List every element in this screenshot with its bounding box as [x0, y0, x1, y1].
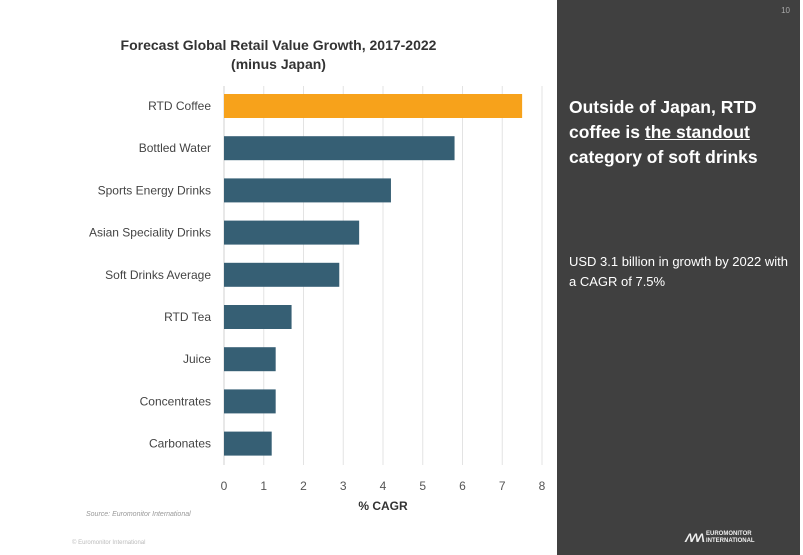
x-tick-label: 4	[380, 479, 387, 493]
bar	[224, 262, 340, 287]
headline-text: Outside of Japan, RTD coffee is	[569, 97, 757, 142]
source-note: Source: Euromonitor International	[86, 511, 191, 518]
category-label: Sports Energy Drinks	[98, 183, 211, 197]
category-label: Soft Drinks Average	[105, 268, 211, 282]
x-tick-label: 5	[419, 479, 426, 493]
category-label: Concentrates	[140, 394, 211, 408]
x-tick-label: 3	[340, 479, 347, 493]
logo-line2: INTERNATIONAL	[706, 538, 755, 544]
bar	[224, 220, 360, 245]
x-tick-label: 6	[459, 479, 466, 493]
logo-line1: EUROMONITOR	[706, 531, 752, 537]
headline-emphasis: the standout	[644, 122, 750, 142]
panel-body: USD 3.1 billion in growth by 2022 with a…	[569, 254, 788, 289]
headline-text-end: category of soft drinks	[569, 147, 758, 167]
x-tick-label: 1	[260, 479, 267, 493]
bar	[224, 431, 272, 456]
x-axis-label: % CAGR	[358, 499, 408, 513]
chart-title: Forecast Global Retail Value Growth, 201…	[120, 37, 437, 53]
euromonitor-logo: ΛΛΛ EUROMONITOR INTERNATIONAL	[685, 531, 755, 545]
bar	[224, 305, 292, 329]
category-label: Asian Speciality Drinks	[89, 226, 211, 240]
category-label: Carbonates	[149, 437, 211, 451]
chart-subtitle: (minus Japan)	[231, 56, 326, 72]
category-label: RTD Tea	[164, 310, 211, 324]
logo-mark-icon: ΛΛΛ	[685, 530, 705, 545]
category-label: Juice	[183, 352, 211, 366]
copyright-note: © Euromonitor International	[72, 540, 146, 546]
panel-headline: Outside of Japan, RTD coffee is the stan…	[569, 95, 794, 170]
bar	[224, 136, 455, 161]
category-label: RTD Coffee	[148, 99, 211, 113]
side-panel: 10 Outside of Japan, RTD coffee is the s…	[557, 0, 800, 555]
bar	[224, 94, 523, 118]
category-label: Bottled Water	[139, 141, 211, 155]
bar	[224, 347, 276, 372]
bar	[224, 389, 276, 414]
bar-chart: 0 1 2 3 4 5 6 7 8 RTD Coffee Bottled Water Sports E…	[89, 86, 546, 513]
page-number: 10	[781, 6, 790, 15]
bar	[224, 178, 391, 203]
x-tick-label: 2	[300, 479, 307, 493]
x-tick-label: 0	[221, 479, 228, 493]
x-tick-label: 8	[539, 479, 546, 493]
x-tick-label: 7	[499, 479, 506, 493]
